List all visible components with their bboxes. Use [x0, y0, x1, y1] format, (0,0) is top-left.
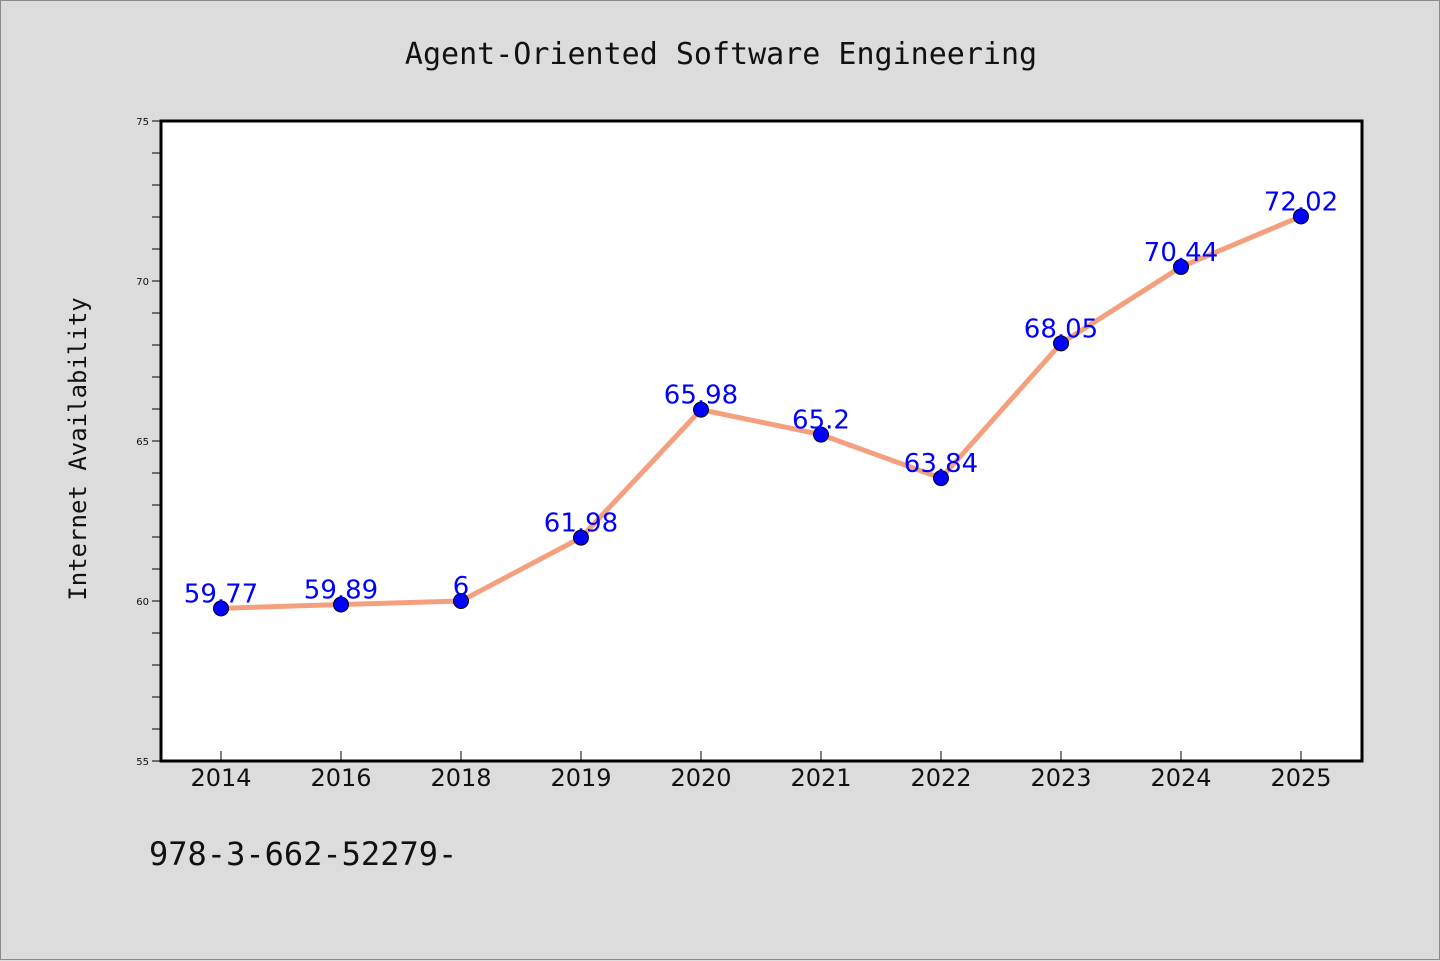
data-point-marker	[933, 470, 949, 487]
x-tick-label: 2022	[910, 764, 971, 792]
y-tick-label: 55	[136, 757, 149, 768]
data-point-marker	[693, 401, 709, 418]
data-point-marker	[213, 600, 229, 617]
y-axis-label: Internet Availability	[64, 297, 92, 600]
x-tick-label: 2018	[430, 764, 491, 792]
data-label: 70.44	[1144, 238, 1218, 268]
data-label: 68.05	[1024, 314, 1098, 344]
x-tick-label: 2020	[670, 764, 731, 792]
data-label: 65.2	[792, 406, 850, 436]
footer-code: 978-3-662-52279-	[149, 835, 457, 873]
x-tick-label: 2025	[1270, 764, 1331, 792]
data-point-marker	[573, 529, 589, 546]
data-labels: 59.77 59.89 6 61.98 65.98 65.2 63.84 68.05 70.44…	[184, 187, 1338, 609]
x-tick-label: 2014	[190, 764, 251, 792]
y-axis-ticks: 55 60 65 70 75	[136, 117, 161, 768]
data-point-marker	[813, 426, 829, 443]
plot-area	[159, 119, 1364, 763]
x-tick-label: 2021	[790, 764, 851, 792]
x-tick-label: 2019	[550, 764, 611, 792]
data-label: 59.89	[304, 576, 378, 606]
data-label: 6	[453, 572, 470, 602]
series-line	[220, 214, 1302, 611]
data-label: 65.98	[664, 381, 738, 411]
data-label: 72.02	[1264, 187, 1338, 217]
x-tick-label: 2016	[310, 764, 371, 792]
data-label: 59.77	[184, 579, 258, 609]
data-label: 63.84	[904, 449, 978, 479]
data-label: 61.98	[544, 509, 618, 539]
x-tick-label: 2024	[1150, 764, 1211, 792]
y-tick-label: 70	[136, 277, 149, 288]
data-point-marker	[453, 593, 469, 609]
x-tick-label: 2023	[1030, 764, 1091, 792]
y-tick-label: 60	[136, 597, 149, 608]
y-tick-label: 65	[136, 437, 149, 448]
data-point-marker	[1053, 335, 1069, 352]
chart-title: Agent-Oriented Software Engineering	[405, 37, 1037, 72]
data-point-marker	[333, 596, 349, 613]
y-tick-label: 75	[136, 117, 149, 128]
data-markers	[213, 208, 1309, 617]
data-point-marker	[1293, 208, 1309, 225]
data-point-marker	[1173, 258, 1189, 275]
x-axis-ticks: 2014 2016 2018 2019 2020 2021 2022 2023 2024 2025	[190, 751, 1332, 792]
